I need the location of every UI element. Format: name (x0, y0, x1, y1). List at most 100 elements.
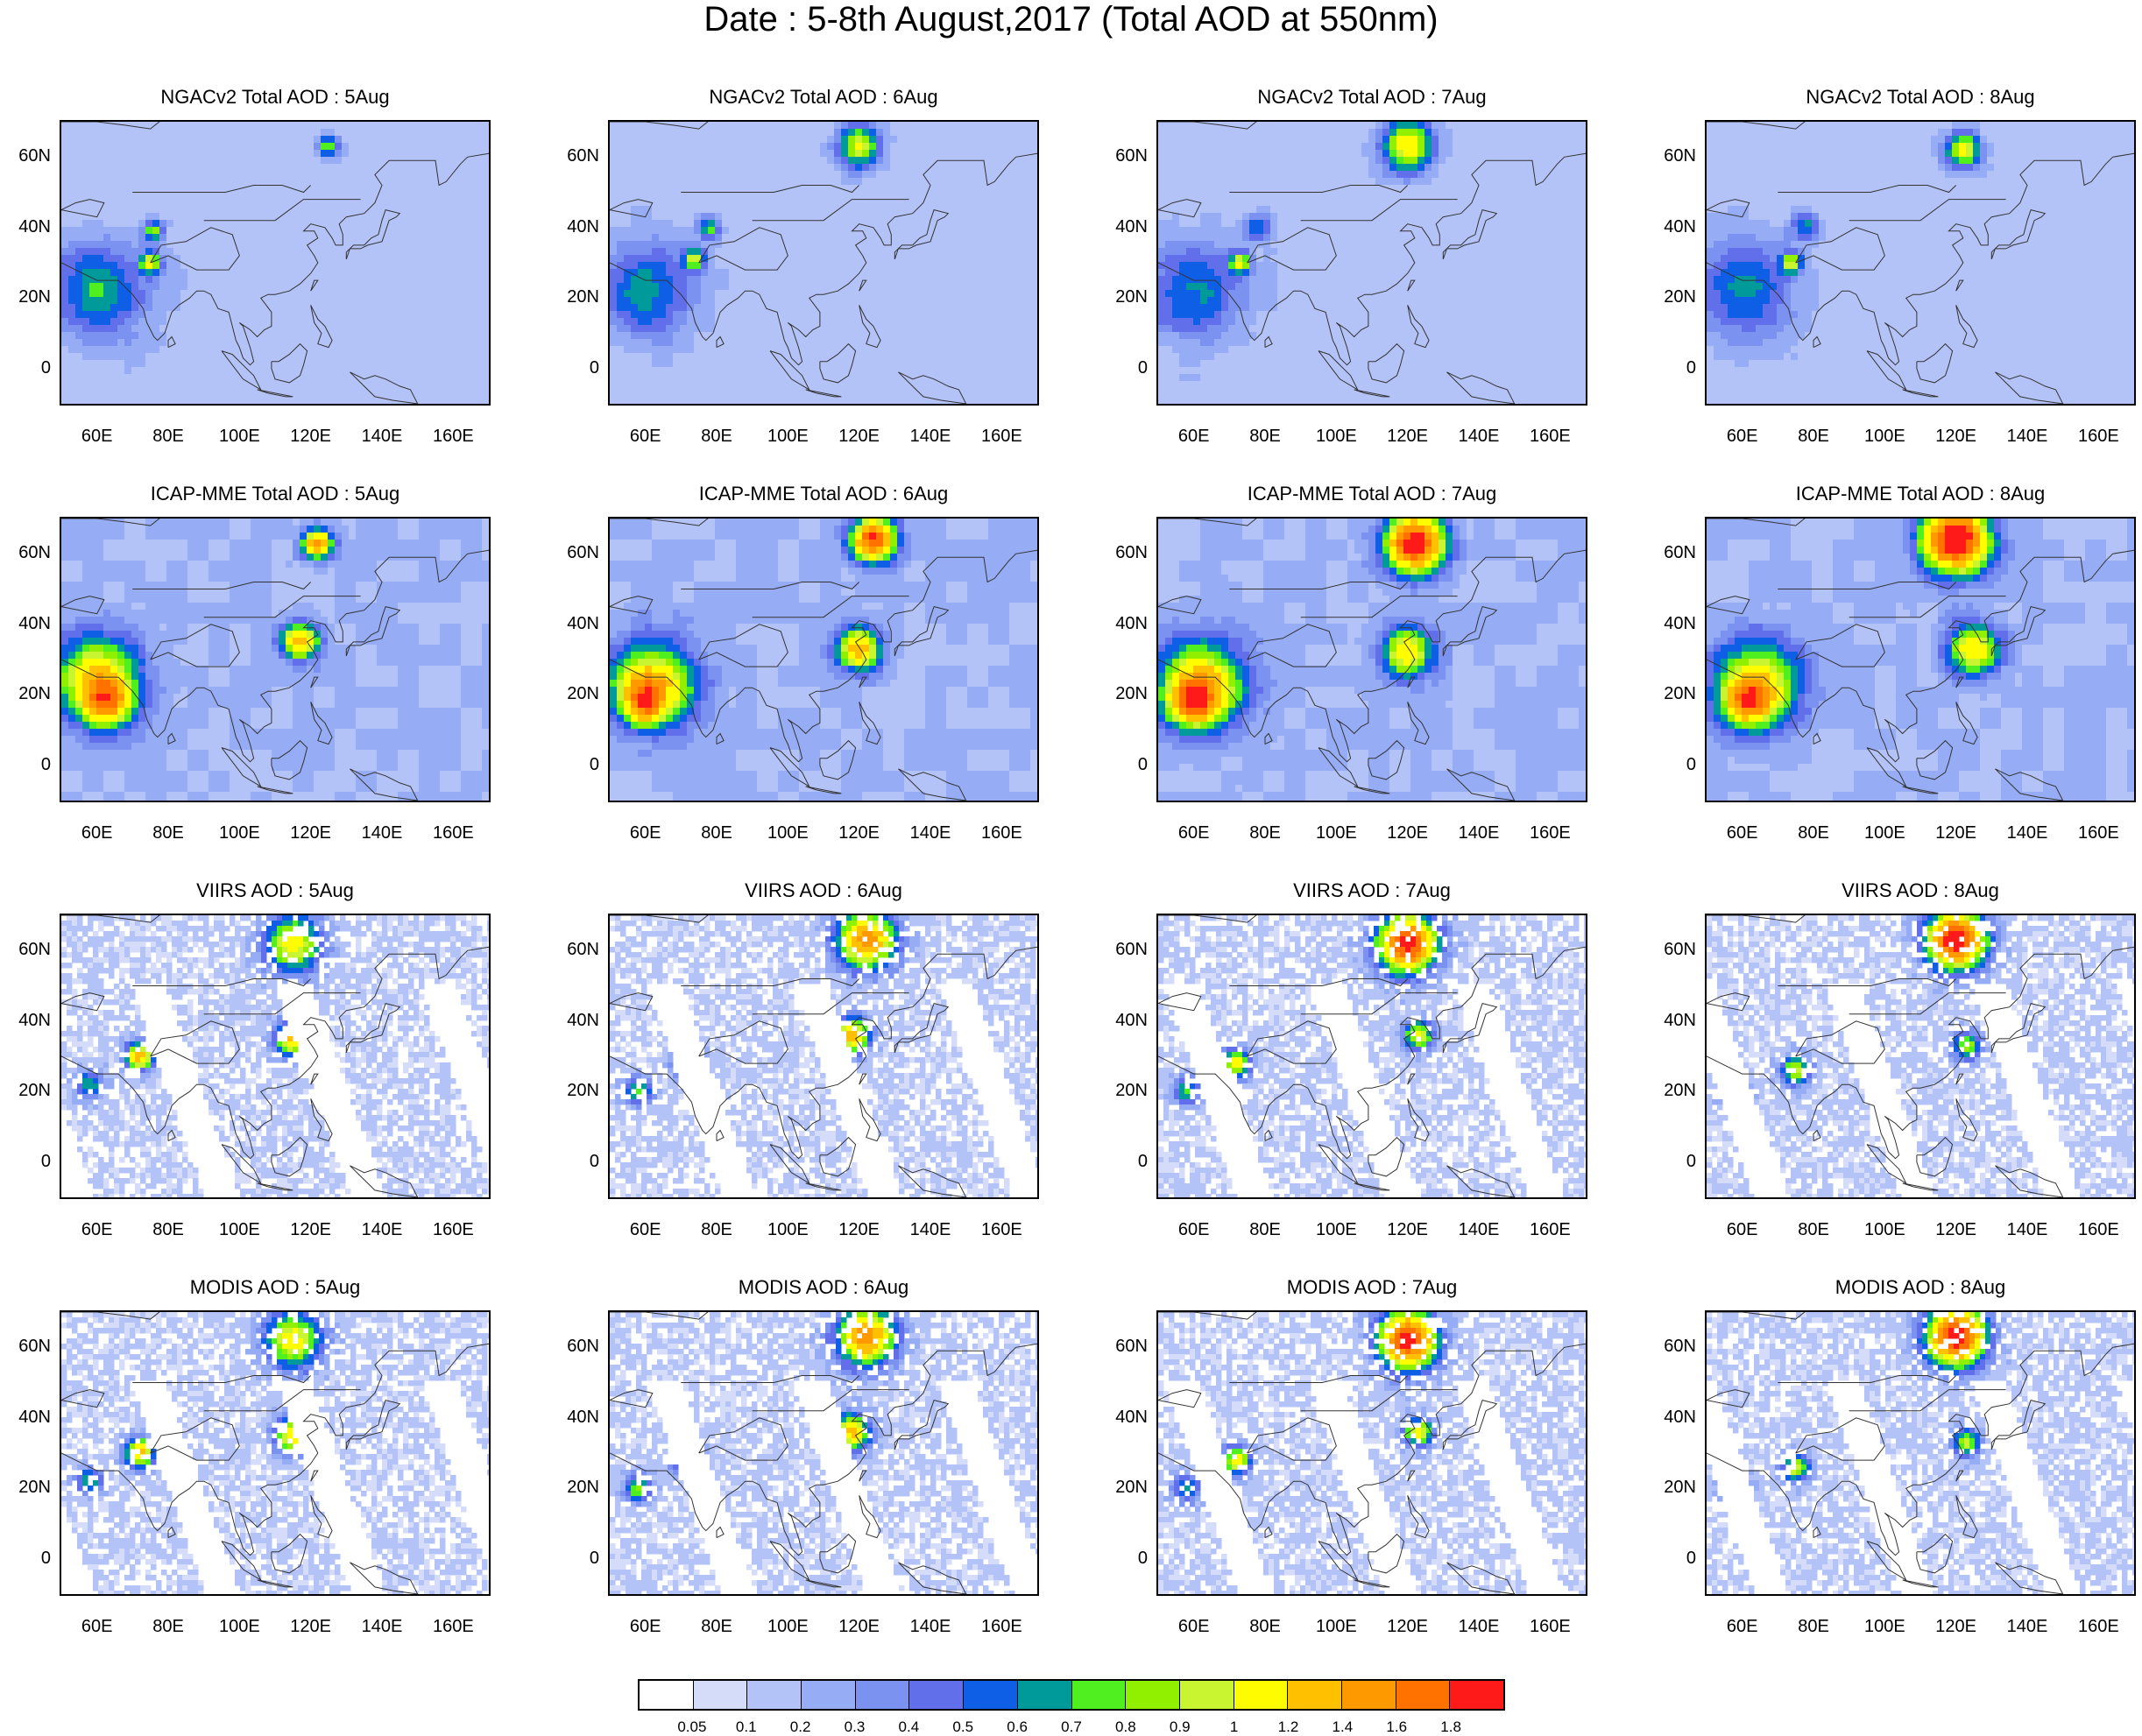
colorbar-box (964, 1681, 1018, 1709)
map-frame (60, 120, 491, 406)
map-frame (1705, 1310, 2136, 1596)
colorbar-box (1234, 1681, 1289, 1709)
coastline (717, 1131, 724, 1141)
y-tick-label: 40N (1652, 1011, 1696, 1031)
panel-title: NGACv2 Total AOD : 8Aug (1705, 86, 2136, 109)
colorbar-label: 1.4 (1316, 1718, 1368, 1736)
y-tick-label: 0 (1652, 1152, 1696, 1172)
colorbar-label: 1.6 (1370, 1718, 1423, 1736)
y-tick-label: 40N (1104, 1011, 1148, 1031)
aod-field-map (1707, 1312, 2134, 1594)
panel-title: ICAP-MME Total AOD : 6Aug (608, 483, 1039, 505)
y-tick-label: 0 (1104, 358, 1148, 378)
y-tick-label: 40N (1104, 1408, 1148, 1428)
map-frame (1705, 517, 2136, 802)
y-tick-label: 20N (555, 1478, 599, 1498)
panel-title: VIIRS AOD : 8Aug (1705, 879, 2136, 902)
x-tick-label: 120E (1377, 1617, 1439, 1637)
aod-field-map (1158, 122, 1586, 404)
colorbar-label: 0.05 (666, 1718, 718, 1736)
y-tick-label: 20N (555, 684, 599, 704)
aod-field-map (61, 519, 489, 801)
panel-title: VIIRS AOD : 5Aug (60, 879, 491, 902)
map-frame (608, 914, 1039, 1199)
y-tick-label: 40N (1652, 1408, 1696, 1428)
colorbar-box (747, 1681, 802, 1709)
x-tick-label: 100E (209, 1617, 270, 1637)
y-tick-label: 40N (7, 1408, 51, 1428)
map-frame (1156, 517, 1587, 802)
y-tick-label: 20N (1652, 684, 1696, 704)
map-frame (1705, 914, 2136, 1199)
y-tick-label: 20N (555, 1081, 599, 1101)
colorbar-box (1450, 1681, 1503, 1709)
x-tick-label: 80E (138, 1617, 199, 1637)
panel-title: MODIS AOD : 8Aug (1705, 1276, 2136, 1299)
y-tick-label: 0 (1652, 1549, 1696, 1569)
x-tick-label: 80E (1783, 1617, 1844, 1637)
y-tick-label: 20N (1652, 287, 1696, 307)
aod-field-map (61, 122, 489, 404)
colorbar-label: 1.8 (1424, 1718, 1477, 1736)
x-tick-label: 120E (1926, 1617, 1987, 1637)
y-tick-label: 0 (1104, 1152, 1148, 1172)
y-tick-label: 0 (7, 1152, 51, 1172)
map-frame (608, 1310, 1039, 1596)
colorbar-label: 0.6 (991, 1718, 1043, 1736)
aod-field-map (1158, 519, 1586, 801)
y-tick-label: 60N (1104, 940, 1148, 960)
y-tick-label: 40N (1652, 614, 1696, 634)
colorbar-box (640, 1681, 694, 1709)
panel-title: ICAP-MME Total AOD : 8Aug (1705, 483, 2136, 505)
y-tick-label: 20N (7, 684, 51, 704)
y-tick-label: 40N (555, 614, 599, 634)
y-tick-label: 60N (7, 543, 51, 563)
y-tick-label: 60N (7, 940, 51, 960)
y-tick-label: 0 (555, 1152, 599, 1172)
y-tick-label: 0 (1104, 1549, 1148, 1569)
colorbar-box (694, 1681, 748, 1709)
colorbar-label: 0.3 (829, 1718, 881, 1736)
x-tick-label: 140E (1448, 1617, 1509, 1637)
y-tick-label: 20N (1652, 1478, 1696, 1498)
map-frame (608, 120, 1039, 406)
panel-title: ICAP-MME Total AOD : 7Aug (1156, 483, 1587, 505)
y-tick-label: 20N (1104, 1478, 1148, 1498)
panel-title: MODIS AOD : 7Aug (1156, 1276, 1587, 1299)
colorbar-box (1018, 1681, 1072, 1709)
map-frame (608, 517, 1039, 802)
colorbar-label: 0.7 (1045, 1718, 1098, 1736)
y-tick-label: 40N (7, 1011, 51, 1031)
aod-field-map (1158, 915, 1586, 1197)
colorbar-label: 1.2 (1262, 1718, 1315, 1736)
x-tick-label: 100E (1305, 1617, 1367, 1637)
coastline (859, 1074, 866, 1084)
x-tick-label: 160E (971, 1617, 1032, 1637)
colorbar (638, 1679, 1505, 1711)
x-tick-label: 100E (757, 1617, 818, 1637)
colorbar-label: 0.4 (882, 1718, 935, 1736)
map-frame (60, 914, 491, 1199)
y-tick-label: 40N (1104, 614, 1148, 634)
x-tick-label: 160E (422, 1617, 484, 1637)
colorbar-label: 0.8 (1099, 1718, 1152, 1736)
aod-field-map (1158, 1312, 1586, 1594)
x-tick-label: 140E (1997, 1617, 2058, 1637)
x-tick-label: 140E (900, 1617, 961, 1637)
map-frame (1156, 1310, 1587, 1596)
colorbar-box (1126, 1681, 1180, 1709)
x-tick-label: 80E (686, 1617, 747, 1637)
colorbar-box (1072, 1681, 1127, 1709)
aod-field-map (610, 1312, 1037, 1594)
